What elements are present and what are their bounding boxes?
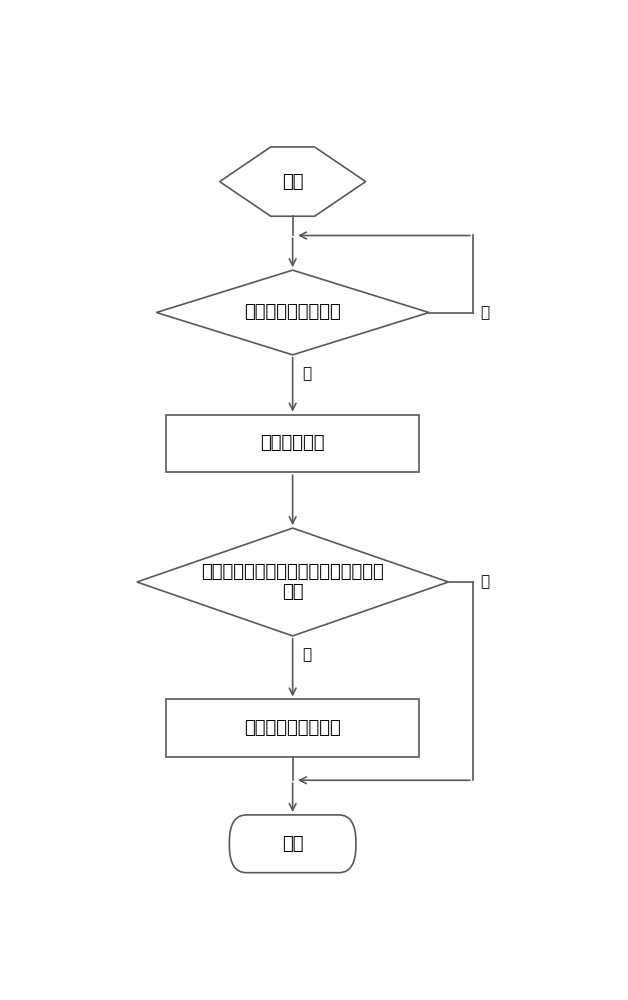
Polygon shape bbox=[156, 270, 429, 355]
Text: 开始: 开始 bbox=[282, 173, 303, 191]
Text: 检测发动机的转速值是否大于预设转速
阀值: 检测发动机的转速值是否大于预设转速 阀值 bbox=[201, 563, 384, 601]
Text: 结束: 结束 bbox=[282, 835, 303, 853]
FancyBboxPatch shape bbox=[229, 815, 356, 873]
Polygon shape bbox=[220, 147, 365, 216]
Bar bbox=[166, 699, 420, 757]
Text: 经第一时间后: 经第一时间后 bbox=[261, 434, 325, 452]
Text: 否: 否 bbox=[480, 574, 489, 589]
Polygon shape bbox=[137, 528, 448, 636]
Text: 监测到停车控制信号: 监测到停车控制信号 bbox=[244, 304, 341, 322]
Text: 是: 是 bbox=[303, 366, 311, 381]
Bar bbox=[166, 415, 420, 472]
Text: 判定停车电磁阀故障: 判定停车电磁阀故障 bbox=[244, 719, 341, 737]
Text: 否: 否 bbox=[480, 305, 489, 320]
Text: 是: 是 bbox=[303, 647, 311, 662]
